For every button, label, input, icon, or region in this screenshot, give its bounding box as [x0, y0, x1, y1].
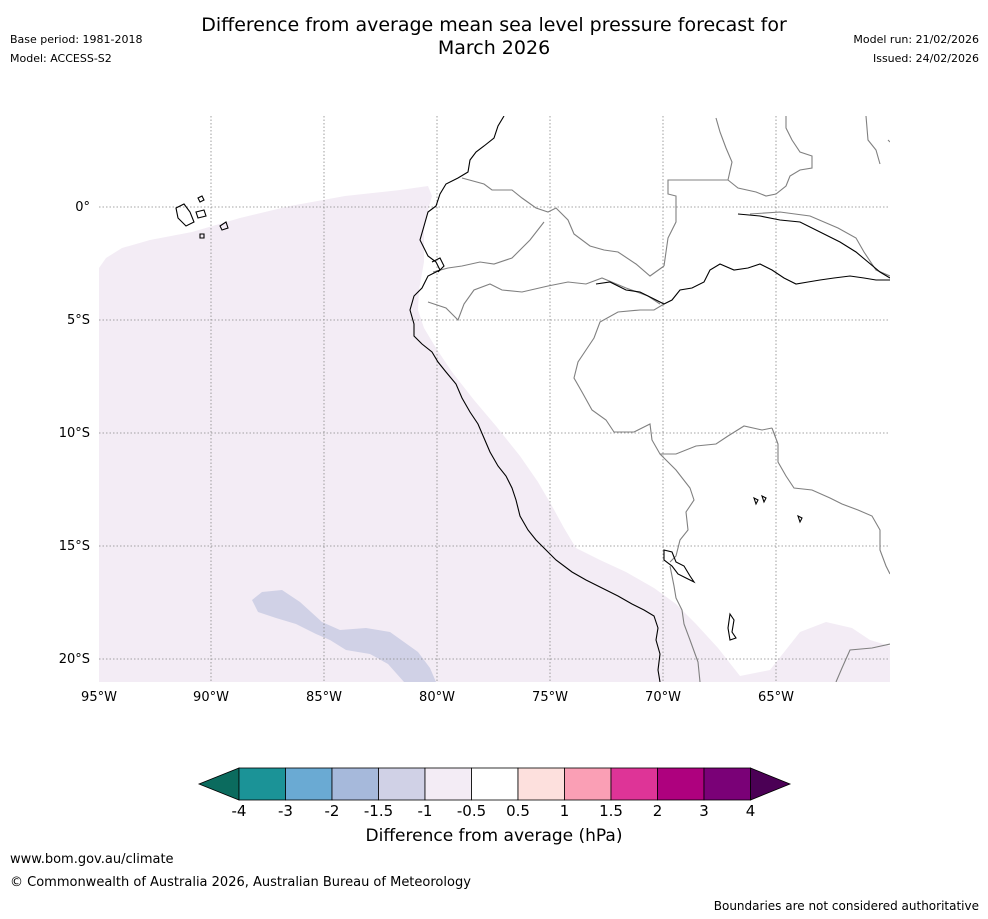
colorbar-tick: 1.5: [599, 802, 623, 820]
island-galapagos-1: [175, 203, 195, 227]
colorbar-extend-high: [750, 767, 792, 801]
river-lake-3: [761, 494, 767, 504]
lon-label-70w: 70°W: [645, 690, 681, 705]
island-galapagos-5: [199, 233, 205, 239]
coast-pacific: [409, 116, 661, 682]
coast-gulf-guayaquil: [431, 257, 445, 273]
title-line-2: March 2026: [437, 37, 551, 59]
disclaimer-text: Boundaries are not considered authoritat…: [713, 899, 979, 913]
river-lake-2: [753, 496, 759, 506]
colorbar-ticks: -4 -3 -2 -1.5 -1 -0.5 0.5 1 1.5 2 3 4: [232, 802, 756, 820]
model-label: Model: ACCESS-S2: [10, 52, 112, 65]
island-galapagos-3: [219, 221, 229, 231]
colorbar-cell: [424, 767, 472, 801]
anomaly-field-light: [99, 186, 890, 682]
colorbar-tick: 4: [746, 802, 756, 820]
colorbar-cell: [238, 767, 286, 801]
colorbar: [197, 767, 792, 801]
map-title: Difference from average mean sea level p…: [0, 14, 988, 60]
colorbar-cell: [564, 767, 612, 801]
lon-label-90w: 90°W: [193, 690, 229, 705]
colorbar-tick: 2: [653, 802, 663, 820]
coast-amazon-river: [595, 263, 890, 305]
colorbar-tick: -1: [418, 802, 433, 820]
colorbar-tick: -2: [325, 802, 340, 820]
river-lake-1: [727, 612, 737, 641]
colorbar-extend-low: [197, 767, 240, 801]
lat-label-20s: 20°S: [59, 652, 90, 667]
island-galapagos-4: [197, 195, 205, 203]
longitude-labels: 95°W 90°W 85°W 80°W 75°W 70°W 65°W: [81, 690, 794, 705]
colorbar-label: Difference from average (hPa): [365, 826, 623, 846]
lat-label-5s: 5°S: [67, 313, 90, 328]
colorbar-tick: -4: [232, 802, 247, 820]
copyright-text: © Commonwealth of Australia 2026, Austra…: [10, 875, 471, 890]
coast-amazon-north: [737, 213, 890, 279]
latitude-labels: 0° 5°S 10°S 15°S 20°S: [59, 200, 90, 667]
colorbar-cell: [657, 767, 705, 801]
base-period-label: Base period: 1981-2018: [10, 33, 143, 46]
lon-label-80w: 80°W: [419, 690, 455, 705]
river-lake-4: [797, 514, 803, 524]
lat-label-15s: 15°S: [59, 539, 90, 554]
colorbar-tick: -0.5: [457, 802, 486, 820]
colorbar-cell: [517, 767, 565, 801]
lat-label-10s: 10°S: [59, 426, 90, 441]
colorbar-tick: -1.5: [364, 802, 393, 820]
colorbar-cell: [610, 767, 658, 801]
colorbar-cell: [378, 767, 426, 801]
colorbar-cell: [331, 767, 379, 801]
colorbar-tick: 0.5: [506, 802, 530, 820]
colorbar-tick: 1: [560, 802, 570, 820]
colorbar-tick: -3: [278, 802, 293, 820]
lon-label-95w: 95°W: [81, 690, 117, 705]
lon-label-75w: 75°W: [532, 690, 568, 705]
map-area: [99, 116, 890, 682]
coastlines: [175, 116, 890, 682]
graticule: [99, 116, 890, 682]
issued-label: Issued: 24/02/2026: [872, 52, 979, 65]
model-run-label: Model run: 21/02/2026: [853, 33, 979, 46]
island-galapagos-2: [195, 209, 207, 219]
title-line-1: Difference from average mean sea level p…: [201, 14, 787, 36]
coast-lake-titicaca: [663, 549, 696, 584]
website-link[interactable]: www.bom.gov.au/climate: [10, 852, 174, 867]
colorbar-cell: [471, 767, 519, 801]
colorbar-tick: 3: [699, 802, 709, 820]
lon-label-85w: 85°W: [306, 690, 342, 705]
lat-label-0: 0°: [75, 200, 90, 215]
colorbar-cell: [703, 767, 751, 801]
lon-label-65w: 65°W: [758, 690, 794, 705]
colorbar-cell: [285, 767, 333, 801]
country-borders: [427, 116, 890, 682]
